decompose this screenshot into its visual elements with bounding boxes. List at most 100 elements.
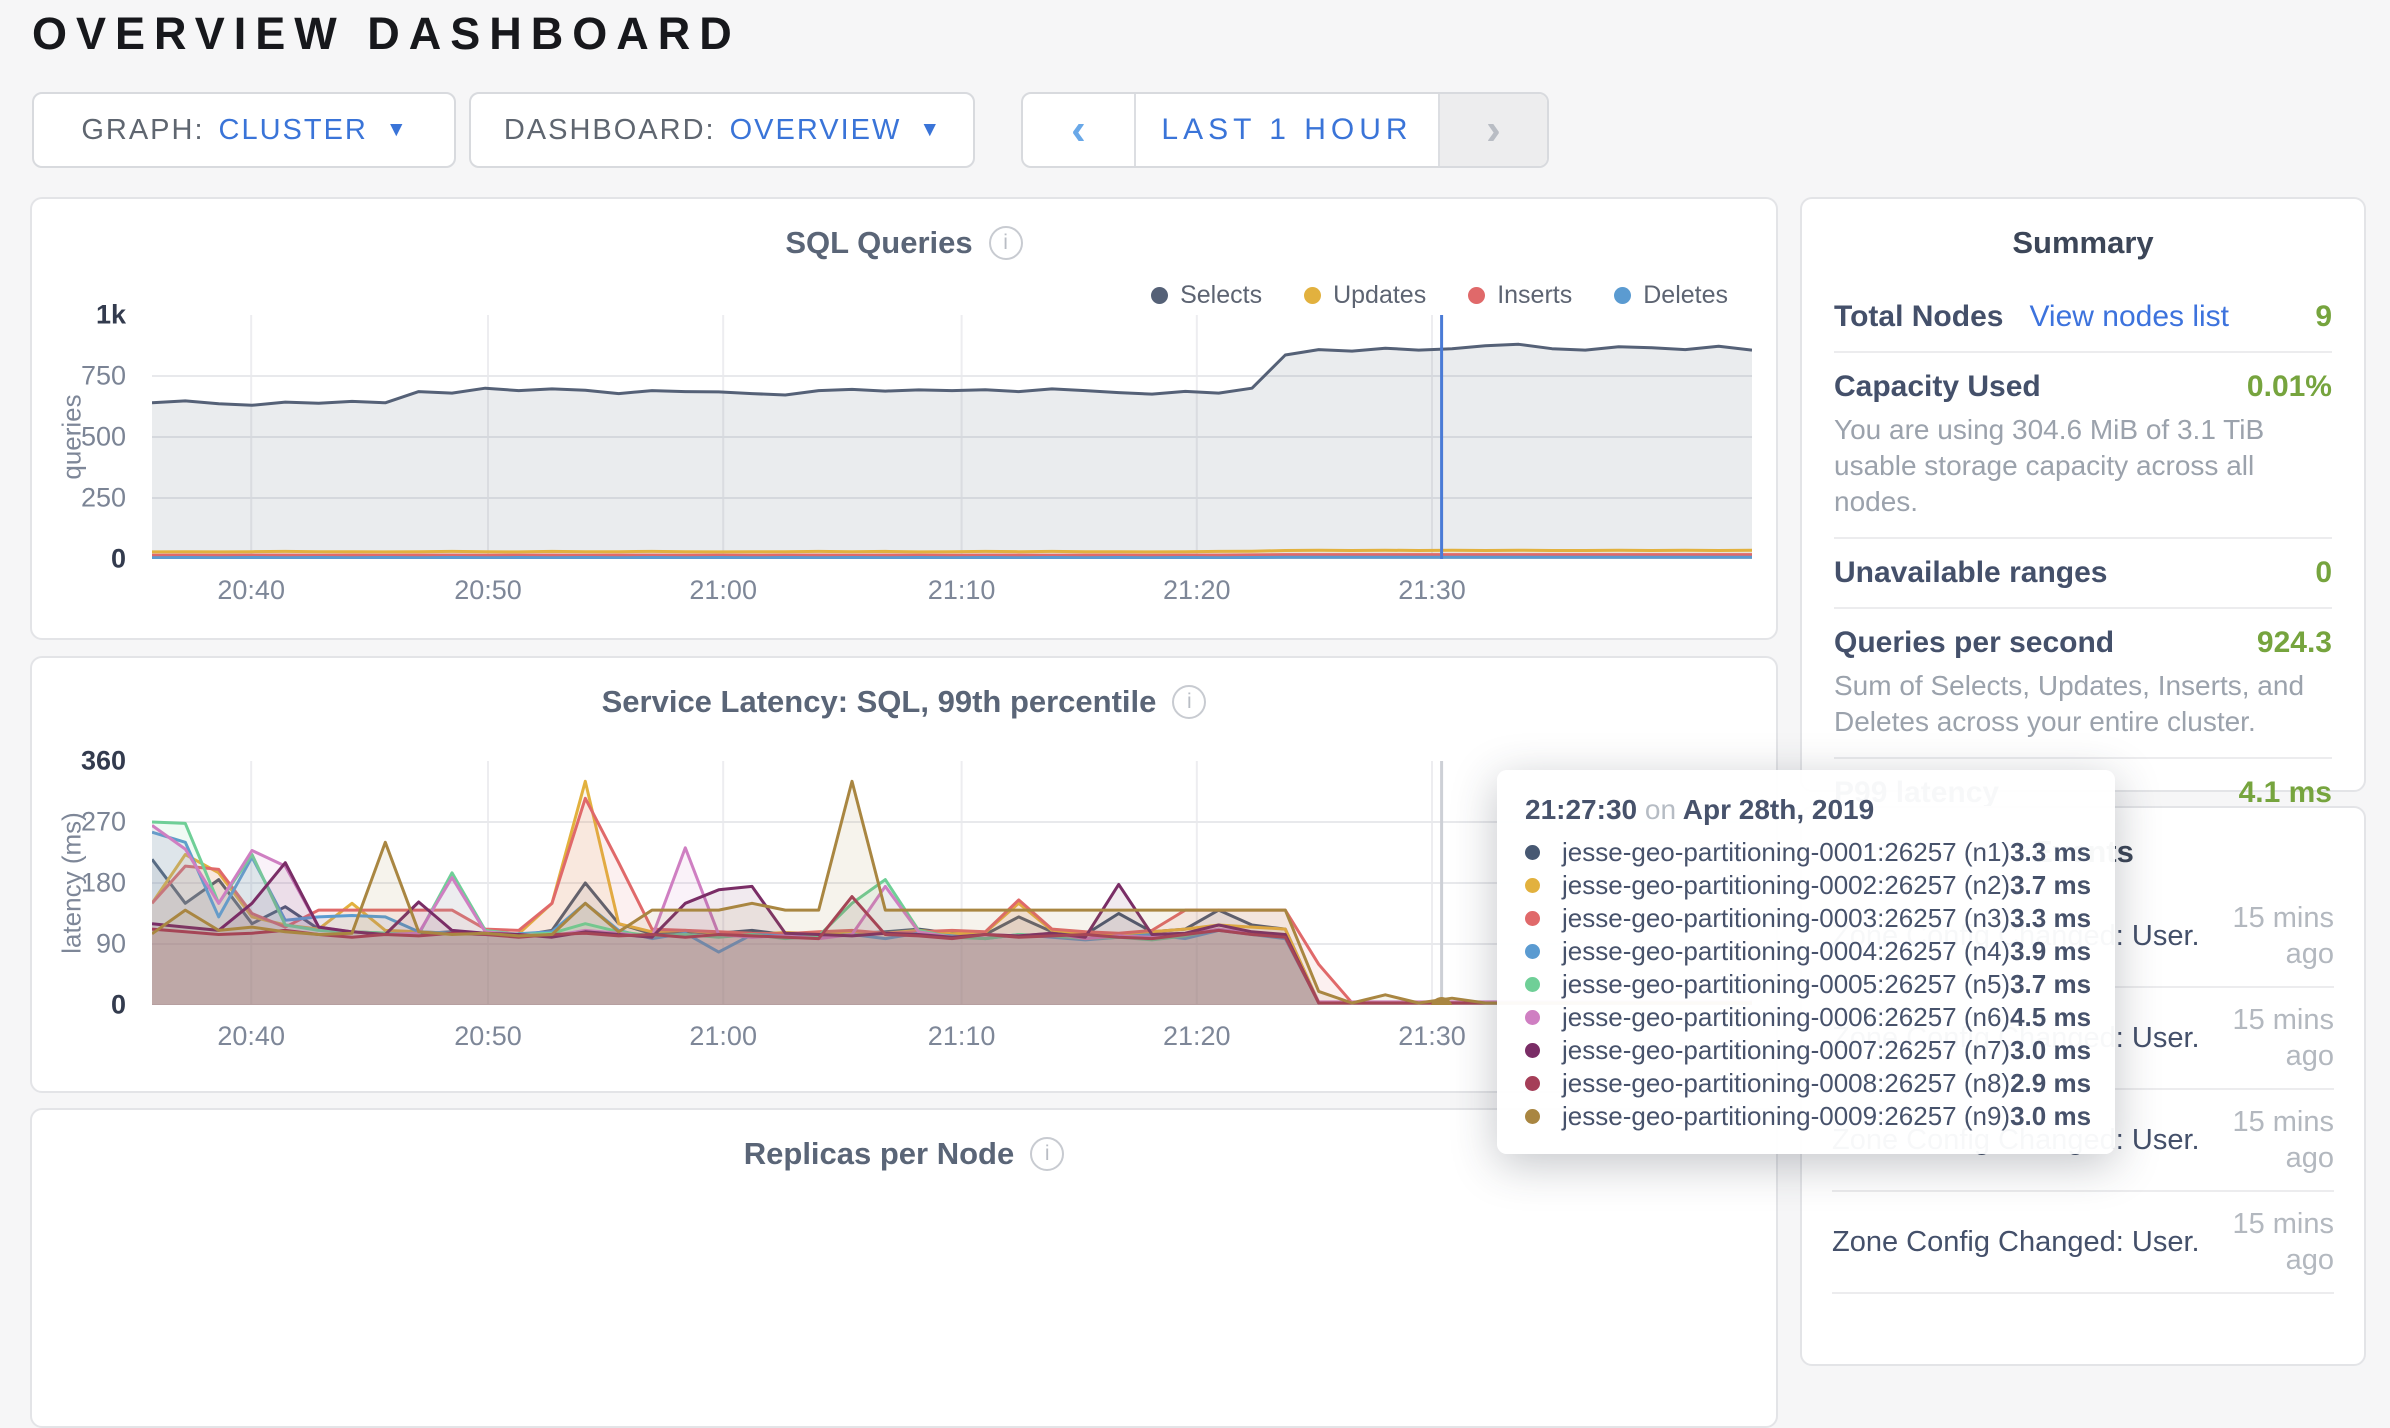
tooltip-node-value: 3.7 ms <box>2010 969 2092 999</box>
y-axis-tick: 90 <box>95 928 126 959</box>
legend-item-inserts[interactable]: Inserts <box>1468 281 1572 310</box>
info-icon[interactable]: i <box>988 226 1023 260</box>
legend-item-selects[interactable]: Selects <box>1151 281 1262 310</box>
series-color-dot <box>1525 911 1540 926</box>
replicas-per-node-card: Replicas per Node i <box>30 1108 1778 1428</box>
tooltip-row: jesse-geo-partitioning-0005:26257 (n5) 3.… <box>1525 968 2091 1001</box>
series-color-dot <box>1525 1076 1540 1091</box>
tooltip-row: jesse-geo-partitioning-0007:26257 (n7) 3.… <box>1525 1034 2091 1067</box>
summary-value: 0 <box>2315 556 2332 589</box>
summary-row: Capacity Used 0.01% You are using 304.6 Mi… <box>1834 351 2332 537</box>
x-axis-tick: 21:00 <box>689 575 757 605</box>
graph-dropdown-label: GRAPH: <box>81 113 205 146</box>
series-color-dot <box>1525 1043 1540 1058</box>
summary-label: Capacity Used <box>1834 370 2041 403</box>
info-icon[interactable]: i <box>1030 1137 1065 1171</box>
event-time: 15 mins ago <box>2232 1106 2334 1174</box>
y-axis-tick: 180 <box>80 867 126 898</box>
summary-row: Unavailable ranges 0 <box>1834 537 2332 607</box>
summary-value: 4.1 ms <box>2238 776 2332 809</box>
tooltip-row: jesse-geo-partitioning-0009:26257 (n9) 3.… <box>1525 1100 2091 1133</box>
time-range-next-button[interactable]: › <box>1438 94 1547 166</box>
legend-label: Inserts <box>1497 281 1573 309</box>
tooltip-node-name: jesse-geo-partitioning-0006:26257 (n6) <box>1562 1002 2011 1032</box>
tooltip-timestamp: 21:27:30 on Apr 28th, 2019 <box>1525 794 1875 825</box>
tooltip-node-name: jesse-geo-partitioning-0002:26257 (n2) <box>1562 870 2011 900</box>
series-color-dot <box>1468 287 1486 304</box>
graph-dropdown-value: CLUSTER <box>218 113 368 146</box>
y-axis: 1k 750 500 250 0 <box>32 300 140 574</box>
tooltip-node-name: jesse-geo-partitioning-0005:26257 (n5) <box>1562 969 2011 999</box>
legend-item-updates[interactable]: Updates <box>1304 281 1426 310</box>
summary-row: Total Nodes View nodes list 9 <box>1834 283 2332 351</box>
x-axis-tick: 21:20 <box>1163 1021 1231 1051</box>
x-axis-tick: 20:50 <box>454 1021 522 1051</box>
time-range-selector: ‹ LAST 1 HOUR › <box>1021 92 1549 168</box>
view-nodes-link[interactable]: View nodes list <box>2029 300 2230 333</box>
tooltip-node-value: 3.3 ms <box>2010 903 2092 933</box>
series-color-dot <box>1614 287 1632 304</box>
series-color-dot <box>1151 287 1169 304</box>
y-axis: 360 270 180 90 0 <box>32 746 140 1020</box>
graph-dropdown[interactable]: GRAPH: CLUSTER ▼ <box>32 92 456 168</box>
service-latency-card: Service Latency: SQL, 99th percentile i … <box>30 656 1778 1093</box>
chevron-down-icon: ▼ <box>919 118 941 141</box>
tooltip-node-value: 4.5 ms <box>2010 1002 2092 1032</box>
x-axis-tick: 20:50 <box>454 575 522 605</box>
tooltip-row: jesse-geo-partitioning-0004:26257 (n4) 3.… <box>1525 935 2091 968</box>
info-icon[interactable]: i <box>1172 685 1207 719</box>
chevron-down-icon: ▼ <box>385 118 407 141</box>
tooltip-row: jesse-geo-partitioning-0001:26257 (n1) 3.… <box>1525 836 2091 869</box>
event-time: 15 mins ago <box>2232 1208 2334 1276</box>
summary-subtext: You are using 304.6 MiB of 3.1 TiB usabl… <box>1834 414 2265 517</box>
x-axis: 20:40 20:50 21:00 21:10 21:20 21:30 <box>152 1021 1752 1057</box>
tooltip-node-value: 3.0 ms <box>2010 1101 2092 1131</box>
chart-canvas[interactable] <box>151 315 1753 560</box>
tooltip-node-value: 2.9 ms <box>2010 1068 2092 1098</box>
tooltip-row: jesse-geo-partitioning-0006:26257 (n6) 4.… <box>1525 1001 2091 1034</box>
tooltip-node-name: jesse-geo-partitioning-0009:26257 (n9) <box>1562 1101 2011 1131</box>
y-axis-tick: 250 <box>80 482 126 513</box>
chart-title: Replicas per Node <box>743 1136 1015 1171</box>
page-title: OVERVIEW DASHBOARD <box>32 8 741 59</box>
event-row: Zone Config Changed: User... 15 mins ago <box>1832 1192 2334 1294</box>
y-axis-tick: 750 <box>80 360 126 391</box>
legend-label: Selects <box>1180 281 1263 309</box>
tooltip-node-name: jesse-geo-partitioning-0008:26257 (n8) <box>1562 1068 2011 1098</box>
tooltip-node-name: jesse-geo-partitioning-0007:26257 (n7) <box>1562 1035 2011 1065</box>
series-color-dot <box>1525 878 1540 893</box>
tooltip-row: jesse-geo-partitioning-0003:26257 (n3) 3.… <box>1525 902 2091 935</box>
chevron-right-icon: › <box>1486 105 1501 154</box>
sql-queries-card: SQL Queries i Selects Updates Inserts Delet… <box>30 197 1778 640</box>
time-range-prev-button[interactable]: ‹ <box>1023 94 1136 166</box>
summary-value: 0.01% <box>2246 370 2332 403</box>
time-range-label-button[interactable]: LAST 1 HOUR <box>1161 113 1413 146</box>
tooltip-row: jesse-geo-partitioning-0008:26257 (n8) 2.… <box>1525 1067 2091 1100</box>
sql-queries-chart[interactable] <box>151 315 1753 560</box>
legend-label: Updates <box>1333 281 1427 309</box>
tooltip-node-name: jesse-geo-partitioning-0001:26257 (n1) <box>1562 837 2011 867</box>
tooltip-node-name: jesse-geo-partitioning-0003:26257 (n3) <box>1562 903 2011 933</box>
summary-label: Unavailable ranges <box>1834 556 2108 589</box>
x-axis-tick: 21:30 <box>1398 1021 1466 1051</box>
summary-value: 9 <box>2315 300 2332 333</box>
summary-row: Queries per second 924.3 Sum of Selects, U… <box>1834 607 2332 757</box>
y-axis-tick: 270 <box>80 806 126 837</box>
summary-rows: Total Nodes View nodes list 9 Capacity Used… <box>1834 283 2332 827</box>
x-axis-tick: 21:30 <box>1398 575 1466 605</box>
series-color-dot <box>1525 944 1540 959</box>
legend-item-deletes[interactable]: Deletes <box>1614 281 1728 310</box>
summary-subtext: Sum of Selects, Updates, Inserts, and De… <box>1834 670 2305 737</box>
dashboard-dropdown[interactable]: DASHBOARD: OVERVIEW ▼ <box>469 92 975 168</box>
chart-canvas[interactable] <box>150 761 1752 1019</box>
tooltip-node-name: jesse-geo-partitioning-0004:26257 (n4) <box>1562 936 2011 966</box>
x-axis-tick: 21:20 <box>1163 575 1231 605</box>
y-axis-tick: 0 <box>110 543 126 574</box>
summary-label: Total Nodes <box>1834 300 2004 333</box>
series-color-dot <box>1525 1109 1540 1124</box>
event-time: 15 mins ago <box>2232 902 2334 970</box>
x-axis-tick: 20:40 <box>217 575 285 605</box>
service-latency-chart[interactable] <box>150 761 1752 1019</box>
chart-legend: Selects Updates Inserts Deletes <box>1151 281 1728 310</box>
legend-label: Deletes <box>1643 281 1728 309</box>
